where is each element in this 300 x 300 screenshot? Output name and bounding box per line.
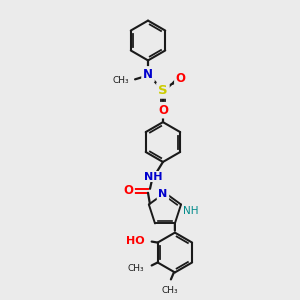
Text: CH₃: CH₃ <box>127 264 144 273</box>
Text: O: O <box>176 72 186 85</box>
Text: O: O <box>158 104 168 117</box>
Text: HO: HO <box>126 236 145 246</box>
Text: S: S <box>158 84 168 97</box>
Text: N: N <box>143 68 153 81</box>
Text: N: N <box>158 189 168 199</box>
Text: CH₃: CH₃ <box>162 286 178 296</box>
Text: NH: NH <box>183 206 199 217</box>
Text: CH₃: CH₃ <box>112 76 129 85</box>
Text: NH: NH <box>144 172 162 182</box>
Text: O: O <box>123 184 133 197</box>
